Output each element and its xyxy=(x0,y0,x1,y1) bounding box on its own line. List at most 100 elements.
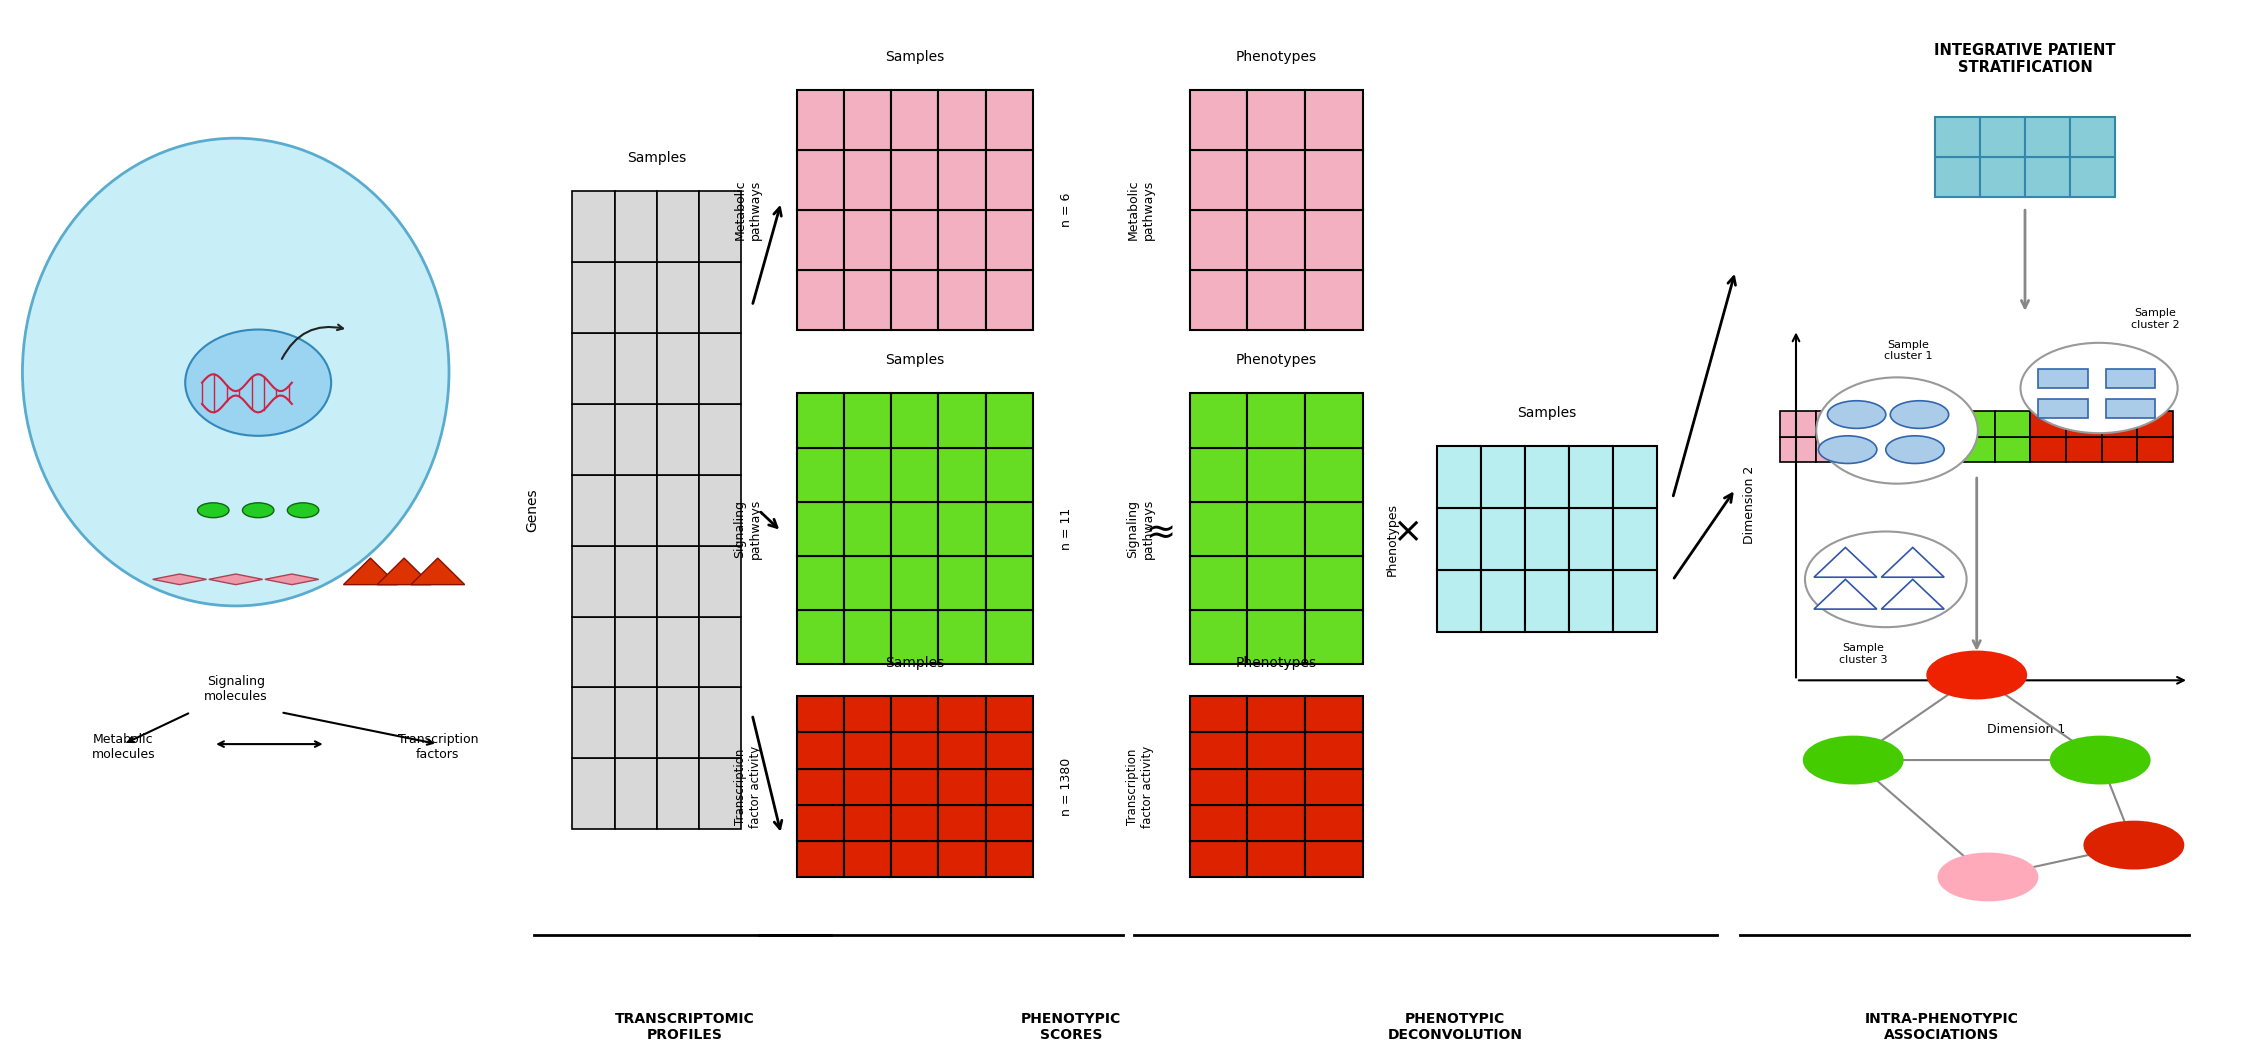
Bar xyxy=(572,617,615,688)
Bar xyxy=(1248,556,1304,610)
Bar xyxy=(1304,502,1363,556)
Bar xyxy=(938,150,986,210)
Bar xyxy=(1248,696,1304,732)
Bar xyxy=(1190,769,1248,805)
Bar xyxy=(2106,399,2155,418)
Bar xyxy=(656,758,698,829)
Bar xyxy=(1524,508,1569,571)
Bar xyxy=(2101,411,2137,437)
Bar xyxy=(844,90,891,150)
Text: Genes: Genes xyxy=(525,488,539,533)
Bar xyxy=(891,841,938,877)
Bar xyxy=(1888,437,1924,462)
Circle shape xyxy=(2086,822,2184,868)
Text: Phenotypes: Phenotypes xyxy=(1235,656,1318,670)
Bar xyxy=(572,688,615,758)
Bar xyxy=(797,610,844,664)
Polygon shape xyxy=(1814,579,1877,609)
Text: PHENOTYPIC
SCORES: PHENOTYPIC SCORES xyxy=(1021,1012,1120,1042)
Bar xyxy=(891,732,938,769)
Bar xyxy=(2065,411,2101,437)
Text: $\times$: $\times$ xyxy=(1392,514,1419,549)
Bar xyxy=(1190,696,1248,732)
Bar xyxy=(891,696,938,732)
Bar xyxy=(1569,571,1612,632)
Text: Dimension 1: Dimension 1 xyxy=(1987,723,2065,736)
Bar xyxy=(986,732,1033,769)
Polygon shape xyxy=(265,574,319,585)
Bar xyxy=(1248,90,1304,150)
Bar xyxy=(1304,448,1363,502)
Text: INTRA-PHENOTYPIC
ASSOCIATIONS: INTRA-PHENOTYPIC ASSOCIATIONS xyxy=(1866,1012,2018,1042)
Bar xyxy=(797,393,844,448)
Bar xyxy=(986,448,1033,502)
Bar xyxy=(986,210,1033,270)
Bar xyxy=(797,502,844,556)
Circle shape xyxy=(1926,652,2027,698)
Bar xyxy=(891,502,938,556)
Bar xyxy=(797,150,844,210)
Text: Sample
cluster 2: Sample cluster 2 xyxy=(2131,308,2180,330)
Bar xyxy=(1190,393,1248,448)
Bar xyxy=(1437,571,1482,632)
Bar xyxy=(1524,446,1569,508)
Bar xyxy=(1190,502,1248,556)
Bar xyxy=(2137,437,2173,462)
Bar xyxy=(2106,369,2155,388)
Bar xyxy=(2029,411,2065,437)
Bar xyxy=(844,556,891,610)
Bar xyxy=(797,769,844,805)
Circle shape xyxy=(242,503,274,518)
Text: INTEGRATIVE PATIENT
STRATIFICATION: INTEGRATIVE PATIENT STRATIFICATION xyxy=(1935,43,2115,74)
Bar xyxy=(698,758,741,829)
Bar xyxy=(1888,411,1924,437)
Bar xyxy=(844,270,891,330)
Bar xyxy=(891,90,938,150)
Text: TRANSCRIPTOMIC
PROFILES: TRANSCRIPTOMIC PROFILES xyxy=(615,1012,754,1042)
Bar xyxy=(986,610,1033,664)
Bar xyxy=(698,545,741,617)
Bar xyxy=(1190,841,1248,877)
Bar xyxy=(797,270,844,330)
Bar xyxy=(615,545,658,617)
Bar xyxy=(1248,210,1304,270)
Bar xyxy=(1816,411,1852,437)
Bar xyxy=(938,448,986,502)
Bar xyxy=(844,610,891,664)
Circle shape xyxy=(1886,436,1944,463)
Bar xyxy=(1924,411,1960,437)
Bar xyxy=(891,556,938,610)
Bar xyxy=(891,610,938,664)
Polygon shape xyxy=(411,558,465,585)
Bar xyxy=(2070,157,2115,197)
Circle shape xyxy=(1827,401,1886,428)
Text: Samples: Samples xyxy=(885,50,945,64)
Bar xyxy=(938,502,986,556)
Bar xyxy=(1190,150,1248,210)
Bar xyxy=(615,617,658,688)
Bar xyxy=(2025,117,2070,157)
Bar xyxy=(844,448,891,502)
Text: Samples: Samples xyxy=(1518,406,1576,420)
Bar xyxy=(1482,446,1524,508)
Bar xyxy=(1304,696,1363,732)
Bar xyxy=(1248,270,1304,330)
Bar xyxy=(1852,437,1888,462)
Bar xyxy=(698,333,741,404)
Bar xyxy=(698,617,741,688)
Bar xyxy=(1437,508,1482,571)
Text: Transcription
factor activity: Transcription factor activity xyxy=(1127,745,1154,828)
Bar xyxy=(1304,210,1363,270)
Bar xyxy=(656,191,698,263)
Bar xyxy=(656,688,698,758)
Bar xyxy=(572,475,615,545)
Bar xyxy=(986,805,1033,841)
Bar xyxy=(1304,90,1363,150)
Bar xyxy=(891,150,938,210)
Text: Sample
cluster 1: Sample cluster 1 xyxy=(1884,340,1933,361)
Text: Dimension 2: Dimension 2 xyxy=(1742,466,1756,544)
Bar xyxy=(986,556,1033,610)
Bar xyxy=(2070,117,2115,157)
Bar xyxy=(938,732,986,769)
Text: PHENOTYPIC
DECONVOLUTION: PHENOTYPIC DECONVOLUTION xyxy=(1387,1012,1522,1042)
